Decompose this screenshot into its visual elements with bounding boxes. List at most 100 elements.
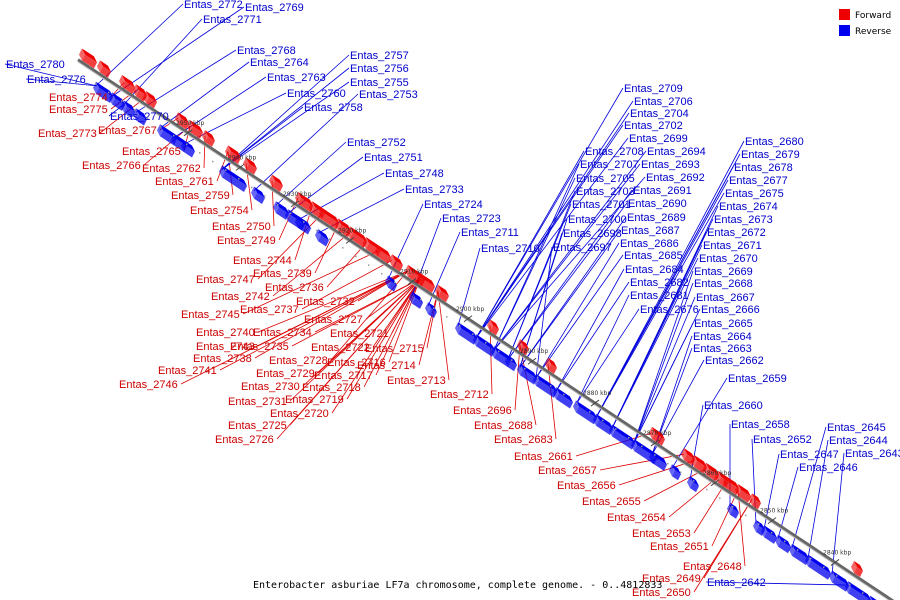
axis-dot [719, 497, 721, 499]
gene-label: Entas_2727 [304, 314, 363, 326]
axis-dot [771, 531, 773, 534]
gene-block-side [205, 136, 215, 147]
label-connector [535, 242, 620, 379]
gene-label: Entas_2642 [707, 577, 766, 589]
gene-label: Entas_2655 [582, 496, 641, 508]
axis-dot [537, 376, 539, 379]
tick-mark [290, 200, 300, 208]
gene-label: Entas_2694 [647, 146, 706, 158]
label-connector [291, 278, 421, 347]
gene-label: Entas_2729 [256, 368, 315, 380]
reverse-gene-feature [649, 450, 667, 471]
axis-dot [108, 91, 110, 94]
label-connector [611, 257, 699, 429]
gene-block-side [438, 290, 449, 303]
tick-mark [650, 439, 660, 447]
gene-block-end [335, 218, 341, 231]
gene-block-side [476, 340, 495, 357]
axis-dot [95, 83, 97, 85]
label-connector [475, 150, 585, 339]
gene-block-end [727, 502, 733, 515]
gene-block-end [251, 186, 257, 199]
gene-block-top [854, 561, 863, 572]
forward-gene-feature [723, 476, 739, 495]
label-connector [668, 476, 719, 518]
tick-label: 2900 kbp [456, 306, 484, 313]
gene-block-side [706, 468, 719, 482]
axis-dot [641, 445, 643, 448]
gene-block-top [752, 493, 761, 504]
gene-label: Entas_2726 [215, 434, 274, 446]
gene-label: Entas_2710 [481, 243, 540, 255]
gene-label: Entas_2682 [630, 277, 689, 289]
reverse-gene-feature [425, 302, 437, 319]
reverse-gene-feature [517, 363, 537, 385]
label-connector [99, 96, 147, 134]
gene-label: Entas_2677 [729, 175, 788, 187]
gene-label: Entas_2748 [385, 168, 444, 180]
gene-block-side [694, 460, 707, 474]
label-connector [519, 229, 621, 368]
reverse-gene-feature [181, 140, 195, 158]
gene-block-side [378, 250, 391, 264]
forward-gene-feature [545, 357, 557, 374]
tick-label: 2850 kbp [760, 508, 788, 515]
gene-label: Entas_2686 [620, 238, 679, 250]
reverse-gene-feature [219, 165, 247, 193]
gene-label: Entas_2701 [572, 199, 631, 211]
tick-mark [183, 129, 193, 137]
gene-label: Entas_2731 [228, 396, 287, 408]
tick-label: 2880 kbp [583, 390, 611, 397]
forward-gene-feature [749, 493, 761, 510]
gene-block-end [669, 464, 675, 477]
forward-gene-feature [691, 454, 707, 474]
tick-mark [463, 315, 473, 323]
forward-gene-feature [143, 90, 157, 109]
gene-block-top [652, 450, 667, 465]
axis-dot [303, 221, 305, 223]
gene-label: Entas_2688 [474, 420, 533, 432]
gene-block-end [225, 145, 231, 158]
gene-label: Entas_2668 [694, 278, 753, 290]
gene-block-top [738, 484, 751, 497]
gene-block-end [649, 450, 655, 463]
gene-block-end [761, 525, 767, 538]
gene-block-side [100, 66, 111, 78]
axis-dot [212, 160, 214, 163]
label-connector [595, 140, 745, 418]
gene-block-side [738, 490, 751, 503]
label-connector [555, 281, 630, 392]
gene-label: Entas_2654 [607, 512, 666, 524]
forward-gene-feature [487, 319, 499, 336]
gene-label: Entas_2761 [155, 176, 214, 188]
reverse-gene-feature [687, 476, 699, 493]
forward-gene-feature [295, 191, 313, 212]
gene-block-top [438, 284, 449, 297]
gene-label: Entas_2712 [430, 389, 489, 401]
axis-dot [342, 247, 344, 249]
label-connector [437, 290, 450, 381]
gene-block-top [694, 454, 707, 468]
label-connector [535, 246, 553, 378]
gene-block-side [690, 482, 699, 493]
axis-dot [264, 195, 266, 197]
gene-block-side [184, 146, 195, 158]
gene-label: Entas_2735 [230, 341, 289, 353]
label-connector [493, 176, 646, 351]
axis-dot [472, 333, 474, 335]
axis-dot [862, 592, 864, 594]
reverse-gene-feature [829, 570, 849, 592]
gene-block-side [652, 456, 667, 471]
label-connector [4, 63, 97, 87]
gene-block-side [298, 221, 311, 235]
gene-block-side [318, 235, 329, 247]
label-connector [535, 254, 624, 379]
gene-block-top [378, 244, 391, 258]
gene-label: Entas_2723 [442, 213, 501, 225]
gene-label: Entas_2665 [694, 318, 753, 330]
gene-block-end [97, 60, 103, 73]
label-connector [507, 189, 633, 360]
label-connector [418, 290, 439, 366]
gene-block-end [143, 90, 149, 103]
gene-label: Entas_2674 [719, 201, 778, 213]
